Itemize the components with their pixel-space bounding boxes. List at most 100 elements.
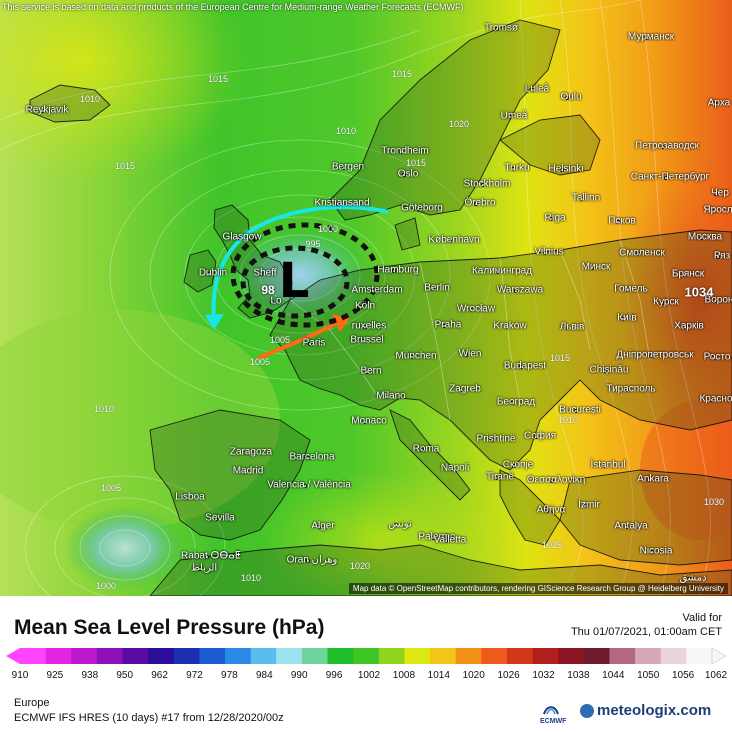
city-label-voron: Ворон [704, 294, 732, 306]
city-label-krakow: Kraków [493, 320, 527, 332]
colorbar-segment [301, 648, 329, 664]
city-label-praha: Praha [434, 319, 462, 331]
city-dot-barcelona [305, 455, 310, 460]
city-label-dnipro: Дніпропетровськ [616, 349, 694, 361]
isobar-label: 1030 [703, 497, 725, 507]
chart-title: Mean Sea Level Pressure (hPa) [14, 616, 325, 639]
city-label-monaco: Monaco [351, 415, 387, 427]
isobar-label: 1020 [349, 561, 371, 571]
isobar-label: 995 [305, 239, 321, 249]
city-dot-riga [549, 216, 554, 221]
city-dot-alger [316, 525, 321, 530]
isobar-label: 1000 [95, 581, 117, 591]
colorbar-segment [250, 648, 277, 664]
city-label-roma: Roma [412, 443, 440, 455]
city-label-madrid: Madrid [232, 465, 264, 477]
city-label-smolensk: Смоленск [619, 247, 665, 259]
colorbar-tick-label: 925 [46, 670, 64, 681]
city-dot-zaragoza [244, 450, 249, 455]
city-dot-glasgow [235, 235, 240, 240]
cold-air-arrow [211, 205, 389, 323]
city-label-yaro: Яросл [703, 204, 732, 216]
city-dot-lulea [531, 88, 536, 93]
city-label-bergen: Bergen [331, 161, 365, 173]
isobar-label: 1010 [335, 126, 357, 136]
region-label: Europe [14, 697, 50, 709]
colorbar-tick-label: 1026 [497, 670, 520, 681]
city-label-arkh: Арха [707, 97, 731, 109]
warm-air-arrow [257, 320, 339, 360]
city-label-tunis: تونس [388, 518, 412, 530]
ecmwf-logo-icon [543, 706, 559, 715]
meteologix-brand[interactable]: meteologix.com [597, 702, 712, 719]
city-dot-bern [364, 369, 369, 374]
city-dot-paris [307, 341, 312, 346]
city-label-kaliningrad: Калининград [471, 265, 533, 277]
city-label-valletta: Valletta [433, 534, 467, 546]
colorbar-tick-label: 1014 [427, 670, 450, 681]
city-dot-koln [358, 304, 363, 309]
city-dot-kharkiv [683, 324, 688, 329]
city-label-paris: Paris [302, 337, 326, 349]
city-dot-rostov [711, 355, 716, 360]
city-dot-moskva [699, 235, 704, 240]
colorbar-tick-label: 1008 [392, 670, 416, 681]
city-label-lo: Lo [270, 295, 282, 307]
colorbar-tick-label: 1002 [357, 670, 381, 681]
colorbar-segment [378, 648, 406, 664]
city-label-kursk: Курск [653, 296, 679, 308]
high-pressure-value: 1034 [684, 284, 714, 300]
pressure-colorbar [6, 647, 726, 665]
city-dot-sofia [534, 434, 539, 439]
meteologix-logo-icon [580, 704, 594, 718]
city-label-pskov: Псков [608, 215, 636, 227]
colorbar-segment [481, 648, 508, 664]
colorbar-segment [635, 648, 662, 664]
city-dot-izmir [583, 503, 588, 508]
city-label-kobenhavn: København [428, 234, 480, 246]
city-label-antalya: Antalya [614, 520, 648, 532]
low-pressure-marker: L [278, 253, 310, 309]
city-label-oulu: Oulu [560, 91, 582, 103]
city-dot-tallinn [580, 196, 585, 201]
city-label-alger: Alger [311, 520, 335, 532]
colorbar-tick-label: 1044 [602, 670, 625, 681]
city-dot-tiraspol [625, 387, 630, 392]
city-label-bryansk: Брянск [671, 268, 705, 280]
city-label-oslo: Oslo [397, 168, 419, 180]
isobar-label: 1025 [541, 540, 563, 550]
isobar-label: 1015 [207, 74, 229, 84]
city-label-beograd: Београд [496, 396, 536, 408]
city-label-trondheim: Trondheim [381, 145, 429, 157]
low-pressure-value: 98 [261, 283, 275, 297]
city-dot-stockholm [480, 182, 485, 187]
city-label-lisboa: Lisboa [175, 491, 205, 503]
city-dot-warszawa [514, 288, 519, 293]
city-label-umea: Umeå [500, 110, 528, 122]
city-dot-dublin [206, 271, 211, 276]
city-dot-athens [545, 508, 550, 513]
city-label-cher: Чер [711, 187, 729, 199]
pressure-map[interactable]: This service is based on data and produc… [0, 0, 732, 596]
colorbar-tick-label: 972 [186, 670, 203, 681]
city-dot-rabat_ar [197, 567, 202, 572]
city-label-wien: Wien [458, 348, 482, 360]
city-label-turku: Turku [504, 162, 530, 174]
city-dot-monaco [362, 419, 367, 424]
city-label-dublin: Dublin [198, 267, 228, 279]
colorbar-segment [583, 648, 611, 664]
city-label-nicosia: Nicosia [639, 545, 673, 557]
city-label-tromso: Tromsø [483, 22, 519, 34]
city-label-koln: Köln [354, 300, 376, 312]
city-dot-pskov [616, 219, 621, 224]
city-label-bruxelles: ruxelles [351, 320, 387, 332]
city-dot-nicosia [650, 550, 655, 555]
city-label-glasgow: Glasgow [222, 231, 262, 243]
map-attribution[interactable]: Map data © OpenStreetMap contributors, r… [348, 583, 728, 594]
isobar-label: 1010 [557, 415, 579, 425]
city-label-reykjavik: Reykjavik [25, 104, 69, 116]
city-dot-kaliningrad [495, 269, 500, 274]
city-label-tallinn: Tallinn [571, 192, 601, 204]
city-label-rabat_ar: الرباط [190, 562, 218, 574]
colorbar-tick-label: 1050 [637, 670, 660, 681]
